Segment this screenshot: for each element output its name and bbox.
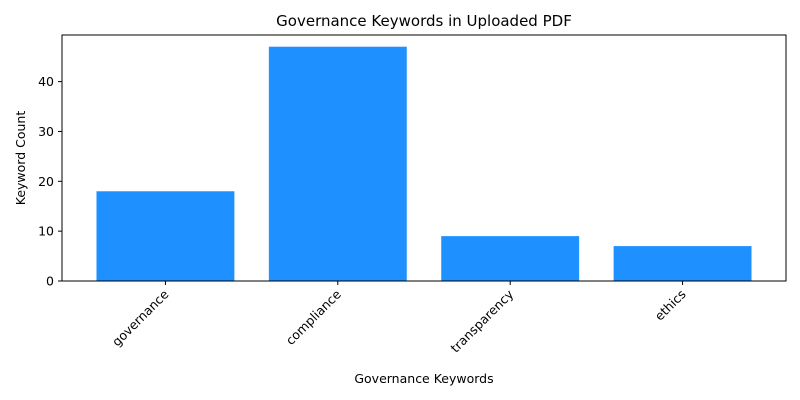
y-tick-label: 0	[46, 274, 54, 289]
x-tick-label: ethics	[652, 287, 689, 324]
y-axis-ticks: 0 10 20 30 40	[38, 74, 62, 289]
x-axis-label: Governance Keywords	[354, 371, 493, 386]
plot-frame	[61, 34, 787, 282]
x-tick-label: transparency	[447, 286, 516, 355]
bars-layer	[96, 46, 752, 281]
y-axis-label: Keyword Count	[13, 111, 28, 206]
bar-governance	[96, 191, 235, 281]
x-tick-label: governance	[109, 286, 172, 349]
x-axis-ticks: governance compliance transparency ethics	[109, 281, 689, 355]
bar-transparency	[441, 236, 580, 281]
bar-ethics	[613, 246, 752, 281]
bar-compliance	[268, 46, 407, 281]
x-tick-label: compliance	[283, 286, 345, 348]
y-tick-label: 20	[38, 174, 54, 189]
chart-title: Governance Keywords in Uploaded PDF	[276, 12, 572, 30]
y-tick-label: 30	[38, 124, 54, 139]
y-tick-label: 40	[38, 74, 54, 89]
y-tick-label: 10	[38, 224, 54, 239]
